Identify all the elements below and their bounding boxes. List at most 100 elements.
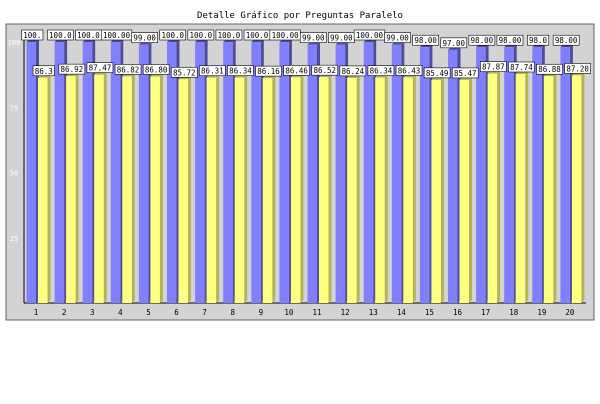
bar-series1 [110, 39, 124, 303]
bar-series2-side [131, 73, 135, 303]
bar-series2-side [440, 76, 444, 304]
data-label-series2-text: 87.87 [482, 63, 505, 72]
bar-series1 [532, 44, 545, 303]
bar-series1-face [476, 47, 486, 303]
data-label-series2-box [451, 67, 479, 79]
data-label-series2-box [283, 65, 310, 76]
data-label-series1: 100.0 [75, 29, 102, 41]
bar-series2-side [356, 74, 360, 303]
data-label-series2-text: 86.16 [257, 67, 280, 76]
data-label-series2: 86.52 [311, 64, 339, 76]
data-label-series1-text: 100. [23, 31, 41, 40]
data-label-series1-text: 99.00 [133, 34, 156, 43]
bar-series1-face [251, 42, 261, 303]
data-label-series1: 100.0 [47, 29, 74, 41]
data-label-series2: 87.87 [480, 61, 507, 72]
data-label-series1-box [215, 29, 243, 41]
bar-series2-side [244, 74, 248, 303]
x-tick-label: 13 [369, 308, 378, 317]
bar-series1-face [532, 47, 542, 303]
bar-series1 [138, 41, 152, 304]
x-tick-label: 18 [509, 308, 519, 317]
data-label-series1-box [412, 34, 439, 46]
data-label-series2-text: 86.34 [229, 67, 252, 76]
data-label-series1-box [384, 32, 411, 43]
data-label-series2-text: 86.46 [285, 66, 308, 75]
data-label-series2-text: 86.3 [35, 67, 53, 76]
data-label-series2-text: 86.92 [61, 65, 84, 74]
bar-series2-side [384, 74, 388, 303]
bar-series2 [178, 76, 191, 303]
y-tick-label: 50 [10, 170, 18, 178]
bar-series2 [262, 75, 276, 303]
data-label-series1-text: 98.00 [499, 36, 522, 45]
bar-series2-face [431, 79, 441, 304]
data-label-series2: 87.74 [508, 61, 535, 73]
bar-series1 [391, 41, 405, 304]
bar-series2-side [328, 74, 332, 303]
x-tick-label: 12 [341, 308, 350, 317]
bar-series2-face [150, 76, 160, 304]
data-label-series2-box [142, 64, 170, 75]
bar-series1-face [504, 47, 514, 303]
x-tick-label: 19 [537, 308, 546, 317]
y-tick-label: 75 [10, 104, 18, 112]
y-tick-label: 25 [10, 235, 18, 243]
data-label-series1: 100.00 [353, 29, 386, 41]
bar-series2-side [159, 73, 163, 304]
bar-series2-face [375, 77, 385, 303]
data-label-series2-box [395, 65, 423, 76]
bar-series2-side [103, 71, 107, 303]
data-label-series1: 100.0 [187, 29, 215, 41]
data-label-series2-text: 87.74 [510, 63, 533, 72]
data-label-series2-text: 87.47 [89, 64, 112, 73]
data-label-series1: 98.00 [496, 34, 524, 46]
data-label-series2: 85.72 [170, 66, 198, 78]
bar-series1-face [363, 42, 374, 303]
bar-series2-side [47, 74, 51, 303]
bar-series1 [335, 41, 349, 304]
bar-series2 [543, 73, 557, 304]
x-tick-label: 9 [259, 308, 264, 317]
bar-series1 [251, 39, 264, 303]
data-label-series1: 99.00 [328, 32, 355, 43]
bar-series2-side [553, 73, 557, 304]
bar-series1 [419, 44, 433, 303]
x-tick-label: 11 [313, 308, 322, 317]
bar-series2-face [234, 77, 245, 303]
data-label-series2-box [423, 67, 451, 79]
data-label-series2-box [339, 65, 367, 77]
data-label-series1-text: 98.00 [471, 36, 494, 45]
data-label-series2: 86.88 [536, 63, 563, 75]
data-label-series2-box [536, 63, 563, 75]
data-label-series2: 85.49 [423, 67, 451, 79]
x-tick-label: 10 [284, 308, 294, 317]
data-label-series1-text: 98.00 [555, 36, 578, 45]
data-label-series1-box [21, 29, 44, 41]
data-label-series2-box [564, 63, 591, 74]
data-label-series1: 100.00 [100, 29, 133, 41]
data-label-series2: 86.31 [199, 65, 226, 77]
bar-series2-side [300, 74, 304, 303]
bar-series2 [571, 72, 585, 304]
data-label-series2-text: 86.80 [145, 65, 168, 74]
bar-series2 [515, 70, 529, 303]
bar-series2-face [319, 77, 329, 303]
data-label-series2-text: 85.49 [426, 69, 449, 78]
data-label-series1-text: 97.00 [442, 39, 465, 48]
data-label-series2: 86.43 [395, 65, 423, 76]
data-label-series1: 98.00 [552, 34, 580, 46]
data-label-series1-box [440, 37, 468, 49]
data-label-series1-text: 99.00 [386, 34, 409, 43]
data-label-series2-text: 86.31 [201, 67, 224, 76]
data-label-series2: 85.47 [451, 67, 479, 79]
bar-series2-face [515, 73, 526, 303]
x-tick-label: 4 [118, 308, 123, 317]
bar-series2 [375, 74, 388, 303]
bar-series1-face [279, 42, 289, 303]
x-tick-label: 2 [62, 308, 67, 317]
bar-series2-side [75, 73, 79, 304]
bar-series2 [319, 74, 332, 303]
